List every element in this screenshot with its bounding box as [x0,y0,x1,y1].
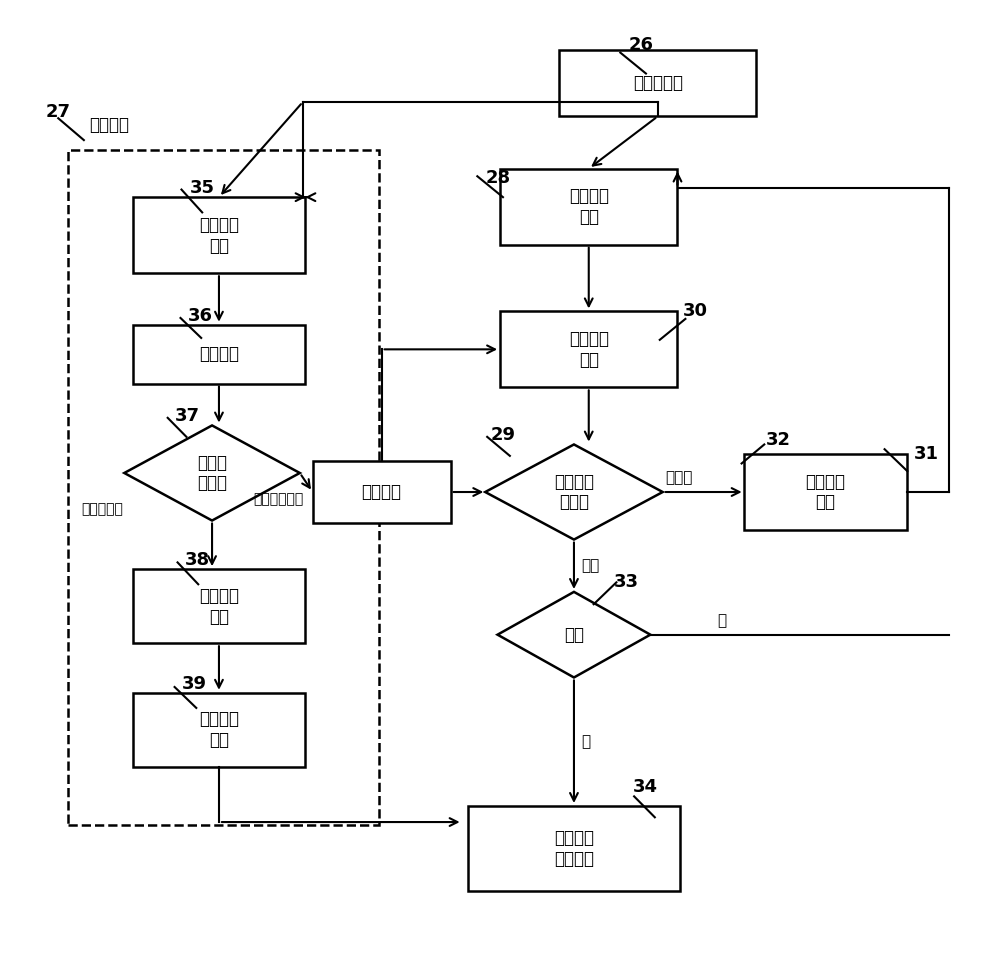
Text: 33: 33 [613,573,638,592]
Polygon shape [485,445,663,539]
Text: 否: 否 [717,613,726,628]
Text: 释放串口
程序停止: 释放串口 程序停止 [554,829,594,868]
FancyBboxPatch shape [500,169,677,245]
Text: 38: 38 [184,551,210,569]
Text: 27: 27 [45,102,70,121]
Text: 油门控制
模块: 油门控制 模块 [569,187,609,226]
Text: 30: 30 [682,302,707,320]
FancyBboxPatch shape [468,806,680,892]
Text: 是: 是 [581,733,590,749]
Text: 31: 31 [914,445,939,463]
Text: 26: 26 [628,36,653,54]
Text: 32: 32 [766,430,791,449]
Text: 36: 36 [187,307,212,325]
Text: 39: 39 [181,676,206,693]
FancyBboxPatch shape [500,312,677,387]
Text: 停止: 停止 [564,625,584,644]
Text: 34: 34 [633,778,658,796]
Text: 不相等: 不相等 [666,470,693,485]
Polygon shape [498,592,650,677]
Text: 波形显示
模块: 波形显示 模块 [199,710,239,749]
FancyBboxPatch shape [133,324,305,383]
FancyBboxPatch shape [133,197,305,273]
Text: 数据采集
模块: 数据采集 模块 [199,216,239,255]
Text: 换挡判断
模块: 换挡判断 模块 [569,330,609,369]
Text: 29: 29 [490,426,515,444]
Bar [68,150,379,825]
FancyBboxPatch shape [313,461,451,523]
Text: 相等: 相等 [581,558,599,573]
Text: 与当前挡
位比较: 与当前挡 位比较 [554,473,594,511]
Text: 初始化模块: 初始化模块 [633,74,683,92]
FancyBboxPatch shape [559,50,756,117]
Text: 超过警戒值: 超过警戒值 [81,502,123,516]
Text: 28: 28 [485,169,510,187]
Text: 滤波模块: 滤波模块 [199,345,239,363]
Text: 数据处理: 数据处理 [89,116,129,134]
Text: 数据存储
模块: 数据存储 模块 [199,587,239,625]
Text: 37: 37 [175,407,200,425]
FancyBboxPatch shape [133,693,305,767]
FancyBboxPatch shape [744,454,907,530]
Text: 数据检
测模块: 数据检 测模块 [197,454,227,492]
Polygon shape [124,426,300,520]
Text: 加载模块: 加载模块 [362,483,402,501]
Text: 35: 35 [189,179,214,197]
Text: 换挡执行
模块: 换挡执行 模块 [805,473,845,511]
FancyBboxPatch shape [133,569,305,644]
Text: 未超过警戒值: 未超过警戒值 [253,492,304,507]
